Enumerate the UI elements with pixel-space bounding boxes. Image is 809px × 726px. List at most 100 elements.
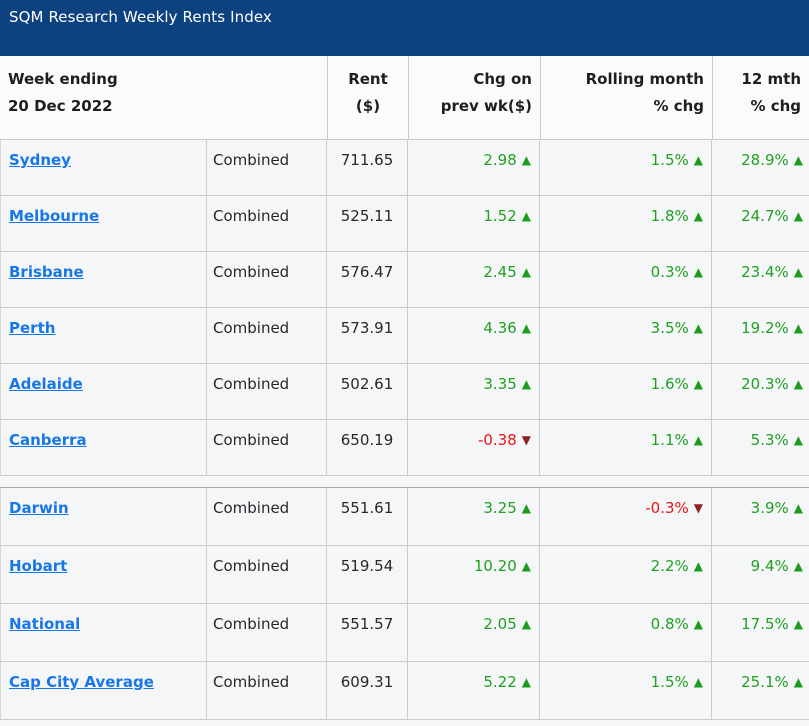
trend-arrow-icon: ▲: [693, 265, 703, 279]
table-row: Brisbane Combined 576.47 2.45 ▲ 0.3% ▲ 23.…: [0, 252, 809, 308]
trend-arrow-icon: ▲: [521, 265, 531, 279]
trend-arrow-icon: ▲: [693, 209, 703, 223]
trend-arrow-icon: ▲: [693, 433, 703, 447]
12-mth-chg-cell: 9.4% ▲: [712, 546, 809, 604]
city-link[interactable]: Perth: [9, 319, 56, 337]
chg-prev-wk-cell: 2.05 ▲: [408, 604, 540, 662]
table-row: Darwin Combined 551.61 3.25 ▲ -0.3% ▼ 3.9%…: [0, 488, 809, 546]
property-type-cell: Combined: [207, 140, 327, 196]
city-cell: Brisbane: [0, 252, 207, 308]
city-cell: Darwin: [0, 488, 207, 546]
trend-arrow-icon: ▲: [521, 209, 531, 223]
city-cell: Cap City Average: [0, 662, 207, 720]
trend-arrow-icon: ▲: [793, 559, 803, 573]
12-mth-chg-cell: 24.7% ▲: [712, 196, 809, 252]
rent-value-cell: 711.65: [327, 140, 408, 196]
rolling-month-cell: 0.3% ▲: [540, 252, 712, 308]
trend-arrow-icon: ▲: [793, 433, 803, 447]
title-bar: SQM Research Weekly Rents Index: [0, 0, 809, 56]
city-link[interactable]: Brisbane: [9, 263, 84, 281]
city-link[interactable]: Adelaide: [9, 375, 83, 393]
rolling-month-cell: 1.5% ▲: [540, 140, 712, 196]
trend-arrow-icon: ▲: [693, 321, 703, 335]
city-cell: Perth: [0, 308, 207, 364]
trend-arrow-icon: ▲: [693, 617, 703, 631]
12-mth-chg-cell: 25.1% ▲: [712, 662, 809, 720]
12-mth-chg-cell: 17.5% ▲: [712, 604, 809, 662]
trend-arrow-icon: ▲: [521, 559, 531, 573]
trend-arrow-icon: ▲: [793, 153, 803, 167]
chg-prev-wk-value: -0.38: [477, 431, 517, 449]
rent-value-cell: 519.54: [327, 546, 408, 604]
city-link[interactable]: Canberra: [9, 431, 87, 449]
table-row: Adelaide Combined 502.61 3.35 ▲ 1.6% ▲ 20.…: [0, 364, 809, 420]
trend-arrow-icon: ▲: [693, 559, 703, 573]
city-cell: Canberra: [0, 420, 207, 476]
city-link[interactable]: Hobart: [9, 557, 68, 575]
12-mth-chg-cell: 19.2% ▲: [712, 308, 809, 364]
rent-value-cell: 576.47: [327, 252, 408, 308]
chg-prev-wk-cell: 1.52 ▲: [408, 196, 540, 252]
table-body-other: Darwin Combined 551.61 3.25 ▲ -0.3% ▼ 3.9%…: [0, 487, 809, 720]
chg-prev-wk-value: 2.45: [483, 263, 517, 281]
city-cell: National: [0, 604, 207, 662]
rent-value-cell: 609.31: [327, 662, 408, 720]
property-type-cell: Combined: [207, 662, 327, 720]
city-link[interactable]: Sydney: [9, 151, 71, 169]
chg-prev-wk-cell: 5.22 ▲: [408, 662, 540, 720]
12-mth-chg-cell: 23.4% ▲: [712, 252, 809, 308]
column-header-chg-prev-wk: Chg on prev wk($): [408, 56, 540, 139]
column-header-rent: Rent ($): [327, 56, 408, 139]
property-type-cell: Combined: [207, 604, 327, 662]
rolling-month-value: 1.1%: [650, 431, 689, 449]
trend-arrow-icon: ▲: [521, 501, 531, 515]
rolling-month-value: 0.8%: [650, 615, 689, 633]
chg-prev-wk-value: 3.25: [483, 499, 517, 517]
table-row: National Combined 551.57 2.05 ▲ 0.8% ▲ 17.…: [0, 604, 809, 662]
12-mth-chg-value: 23.4%: [741, 263, 789, 281]
rent-value-cell: 551.61: [327, 488, 408, 546]
property-type-cell: Combined: [207, 364, 327, 420]
chg-prev-wk-value: 3.35: [483, 375, 517, 393]
trend-arrow-icon: ▲: [521, 377, 531, 391]
city-link[interactable]: Cap City Average: [9, 673, 154, 691]
trend-arrow-icon: ▼: [521, 433, 531, 447]
12-mth-chg-value: 28.9%: [741, 151, 789, 169]
chg-prev-wk-cell: 10.20 ▲: [408, 546, 540, 604]
12-mth-chg-value: 9.4%: [750, 557, 789, 575]
rolling-month-cell: 2.2% ▲: [540, 546, 712, 604]
trend-arrow-icon: ▲: [793, 209, 803, 223]
rolling-month-value: -0.3%: [645, 499, 689, 517]
chg-prev-wk-cell: 2.45 ▲: [408, 252, 540, 308]
rent-value-cell: 650.19: [327, 420, 408, 476]
property-type-cell: Combined: [207, 308, 327, 364]
property-type-cell: Combined: [207, 420, 327, 476]
trend-arrow-icon: ▲: [521, 321, 531, 335]
table-row: Sydney Combined 711.65 2.98 ▲ 1.5% ▲ 28.9%…: [0, 140, 809, 196]
chg-prev-wk-value: 2.05: [483, 615, 517, 633]
property-type-cell: Combined: [207, 488, 327, 546]
column-header-rolling-month: Rolling month % chg: [540, 56, 712, 139]
12-mth-chg-value: 20.3%: [741, 375, 789, 393]
table-row: Hobart Combined 519.54 10.20 ▲ 2.2% ▲ 9.4%…: [0, 546, 809, 604]
trend-arrow-icon: ▲: [521, 675, 531, 689]
table-row: Canberra Combined 650.19 -0.38 ▼ 1.1% ▲ 5.…: [0, 420, 809, 476]
trend-arrow-icon: ▼: [693, 501, 703, 515]
city-cell: Melbourne: [0, 196, 207, 252]
rolling-month-value: 1.5%: [650, 673, 689, 691]
city-link[interactable]: National: [9, 615, 81, 633]
rent-value-cell: 525.11: [327, 196, 408, 252]
city-link[interactable]: Melbourne: [9, 207, 100, 225]
city-cell: Adelaide: [0, 364, 207, 420]
city-link[interactable]: Darwin: [9, 499, 69, 517]
column-header-12-mth: 12 mth % chg: [712, 56, 809, 139]
rolling-month-value: 1.6%: [650, 375, 689, 393]
rolling-month-cell: 1.5% ▲: [540, 662, 712, 720]
trend-arrow-icon: ▲: [793, 675, 803, 689]
chg-prev-wk-value: 5.22: [483, 673, 517, 691]
trend-arrow-icon: ▲: [793, 617, 803, 631]
rolling-month-cell: 0.8% ▲: [540, 604, 712, 662]
rolling-month-value: 1.5%: [650, 151, 689, 169]
12-mth-chg-value: 3.9%: [750, 499, 789, 517]
